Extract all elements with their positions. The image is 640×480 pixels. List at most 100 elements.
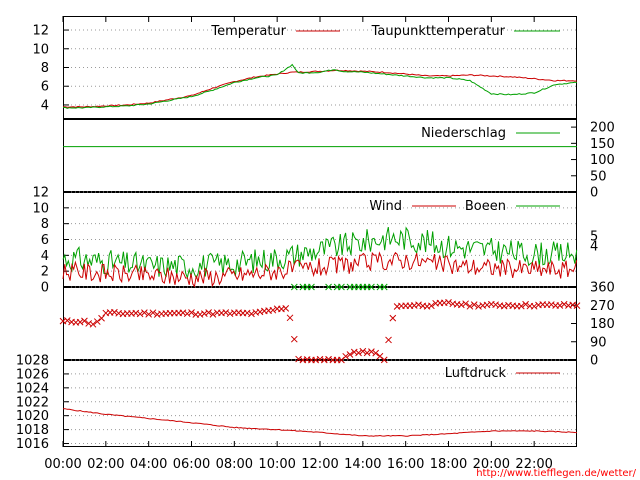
y-tick-label: 8	[41, 217, 49, 232]
y-tick-label: 6	[41, 233, 49, 248]
direction-mark	[205, 309, 212, 316]
direction-mark	[530, 302, 538, 310]
y-tick-label-right: 0	[590, 354, 598, 369]
legend-label-taupunkt: Taupunkttemperatur	[371, 24, 506, 39]
direction-gust-mark	[368, 283, 375, 291]
direction-mark	[188, 309, 195, 316]
direction-mark	[141, 309, 148, 316]
x-tick-label: 12:00	[301, 457, 338, 472]
legend-label-niederschlag: Niederschlag	[421, 126, 506, 141]
direction-mark	[149, 309, 157, 317]
direction-mark	[517, 302, 525, 310]
direction-mark	[98, 314, 105, 322]
x-tick-label: 00:00	[44, 457, 81, 472]
direction-mark	[282, 305, 290, 312]
direction-gust-mark	[380, 283, 388, 291]
direction-mark	[355, 349, 362, 357]
direction-mark	[573, 302, 581, 309]
y-tick-label-right: 50	[590, 169, 607, 184]
direction-mark	[136, 310, 144, 318]
y-tick-label: 6	[41, 80, 49, 95]
legend-label-wind: Wind	[369, 199, 402, 214]
legend-label-luftdruck: Luftdruck	[445, 366, 507, 381]
x-tick-label: 22:00	[515, 457, 552, 472]
y-tick-label: 4	[41, 98, 49, 113]
direction-mark	[363, 349, 371, 357]
y-tick-label-right: 180	[590, 317, 615, 332]
y-tick-label: 1026	[16, 367, 49, 382]
x-tick-label: 14:00	[344, 457, 381, 472]
y-tick-label-right: 270	[590, 299, 615, 314]
direction-mark	[380, 356, 388, 364]
direction-mark	[359, 347, 367, 355]
y-tick-label: 1018	[16, 423, 49, 438]
direction-gust-mark	[308, 283, 315, 291]
direction-mark	[428, 302, 435, 310]
direction-mark	[368, 348, 375, 355]
direction-mark	[248, 310, 255, 318]
direction-mark	[200, 310, 208, 317]
direction-gust-mark	[338, 283, 345, 291]
y-tick-label: 10	[32, 201, 49, 216]
y-tick-label: 12	[32, 186, 49, 201]
direction-gust-mark	[325, 283, 332, 291]
legend-label-boeen: Boeen	[465, 199, 506, 214]
y-tick-label-right: 90	[590, 335, 607, 350]
direction-mark	[81, 317, 88, 325]
y-tick-label: 1020	[16, 409, 49, 424]
direction-gust-mark	[290, 283, 298, 291]
y-tick-label: 1028	[16, 354, 49, 369]
y-tick-label-right: 150	[590, 137, 615, 152]
y-tick-label-right: 5	[590, 229, 598, 244]
direction-mark	[76, 318, 84, 326]
direction-mark	[63, 317, 71, 324]
series-line-wind	[62, 251, 578, 288]
y-tick-label: 0	[41, 281, 49, 296]
y-tick-label: 1024	[16, 381, 49, 396]
x-tick-label: 10:00	[258, 457, 295, 472]
direction-mark	[470, 301, 478, 308]
direction-mark	[222, 309, 230, 316]
x-tick-label: 20:00	[473, 457, 510, 472]
direction-mark	[183, 310, 191, 318]
y-tick-label-right: 4	[590, 240, 598, 255]
direction-mark	[522, 300, 529, 308]
legend-label-temperatur: Temperatur	[210, 24, 286, 39]
direction-mark	[93, 318, 101, 325]
source-url[interactable]: http://www.tiefflegen.de/wetter/	[476, 468, 636, 479]
ticks-layer: 00:00 02:00 04:00 06:00 08:00 10:00 12:00 14:00…	[16, 16, 615, 472]
direction-mark	[111, 308, 118, 316]
direction-mark	[385, 336, 392, 344]
y-tick-label: 1022	[16, 395, 49, 410]
y-tick-label-right: 360	[590, 281, 615, 296]
direction-mark	[466, 302, 474, 310]
x-tick-label: 08:00	[216, 457, 253, 472]
series-line-temperatur	[63, 69, 578, 108]
direction-mark	[286, 314, 294, 322]
direction-mark	[269, 306, 277, 314]
x-tick-label: 18:00	[430, 457, 467, 472]
direction-mark	[145, 310, 153, 318]
y-tick-label: 10	[32, 42, 49, 57]
direction-mark	[290, 335, 298, 343]
y-tick-label: 12	[32, 24, 49, 39]
y-tick-label: 1016	[16, 437, 49, 452]
x-tick-label: 06:00	[173, 457, 210, 472]
direction-mark	[560, 300, 568, 308]
y-tick-label-right: 200	[590, 121, 615, 136]
direction-mark	[415, 301, 422, 309]
direction-mark	[556, 302, 564, 309]
direction-mark	[346, 351, 354, 358]
series-line-taupunkt	[62, 63, 578, 109]
x-tick-label: 16:00	[387, 457, 424, 472]
series-layer	[59, 63, 581, 437]
y-tick-label: 8	[41, 61, 49, 76]
x-tick-label: 04:00	[130, 457, 167, 472]
y-tick-label: 2	[41, 265, 49, 280]
x-tick-label: 02:00	[87, 457, 124, 472]
direction-mark	[462, 300, 469, 308]
direction-mark	[372, 349, 380, 357]
y-tick-label-right: 100	[590, 153, 615, 168]
series-line-boeen	[62, 226, 578, 280]
